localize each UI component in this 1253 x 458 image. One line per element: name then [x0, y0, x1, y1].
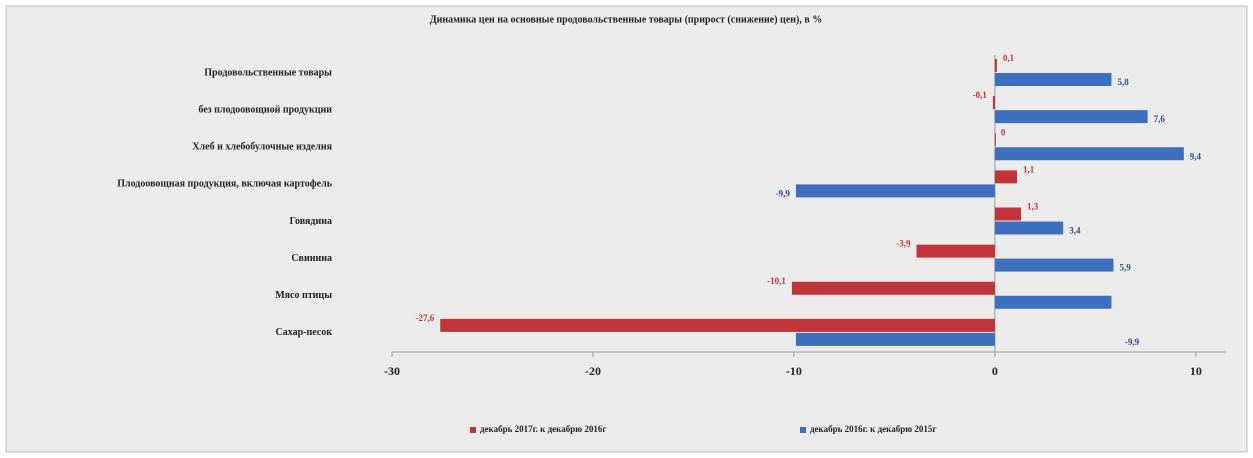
- y-tick-label: Свинина: [291, 253, 332, 264]
- legend-label: декабрь 2016г. к декабрю 2015г: [810, 424, 936, 434]
- bar: [795, 332, 995, 346]
- bar: [440, 318, 995, 332]
- bar: [994, 133, 996, 147]
- data-label: 0: [1001, 127, 1006, 137]
- x-tick-label: 10: [1190, 364, 1202, 378]
- bar: [791, 281, 995, 295]
- bar: [994, 59, 997, 72]
- bar: [994, 73, 1112, 86]
- bar: [994, 295, 1112, 309]
- data-label: 0,1: [1003, 53, 1015, 63]
- data-label: -9,9: [1125, 337, 1140, 347]
- bar: [795, 184, 995, 198]
- data-label: 1,1: [1023, 164, 1035, 174]
- x-tick-label: -30: [384, 364, 400, 378]
- x-tick-label: -10: [786, 364, 802, 378]
- data-label: 7,6: [1154, 114, 1166, 124]
- bar: [994, 147, 1184, 161]
- chart-title: Динамика цен на основные продовольственн…: [430, 14, 823, 25]
- data-label: -10,1: [767, 276, 786, 286]
- data-label: 1,3: [1027, 202, 1039, 212]
- legend-swatch: [800, 427, 806, 433]
- y-tick-label: Говядина: [290, 216, 333, 227]
- bar: [994, 258, 1114, 272]
- bar: [994, 170, 1017, 184]
- bar: [994, 221, 1064, 235]
- y-tick-label: Хлеб и хлебобулочные изделия: [192, 142, 332, 153]
- data-label: -3,9: [896, 239, 911, 249]
- data-label: 3,4: [1069, 226, 1081, 236]
- data-label: 5,9: [1119, 263, 1131, 273]
- data-label: 9,4: [1190, 151, 1202, 161]
- x-tick-label: 0: [992, 364, 998, 378]
- bar: [916, 244, 995, 258]
- bar: [994, 110, 1148, 124]
- data-label: 5,8: [1117, 77, 1129, 87]
- y-tick-label: Плодоовощная продукция, включая картофел…: [117, 179, 333, 190]
- bar: [992, 96, 995, 110]
- data-label: -0,1: [973, 90, 988, 100]
- data-label: -9,9: [776, 188, 791, 198]
- y-tick-label: без плодоовощной продукции: [198, 104, 332, 115]
- bar: [994, 207, 1022, 221]
- y-tick-label: Продовольственные товары: [204, 67, 332, 78]
- legend-label: декабрь 2017г. к декабрю 2016г: [480, 424, 606, 434]
- y-tick-label: Мясо птицы: [275, 290, 332, 301]
- x-tick-label: -20: [585, 364, 601, 378]
- data-label: -27,6: [415, 313, 434, 323]
- y-tick-label: Сахар-песок: [275, 327, 332, 338]
- legend-swatch: [470, 427, 476, 433]
